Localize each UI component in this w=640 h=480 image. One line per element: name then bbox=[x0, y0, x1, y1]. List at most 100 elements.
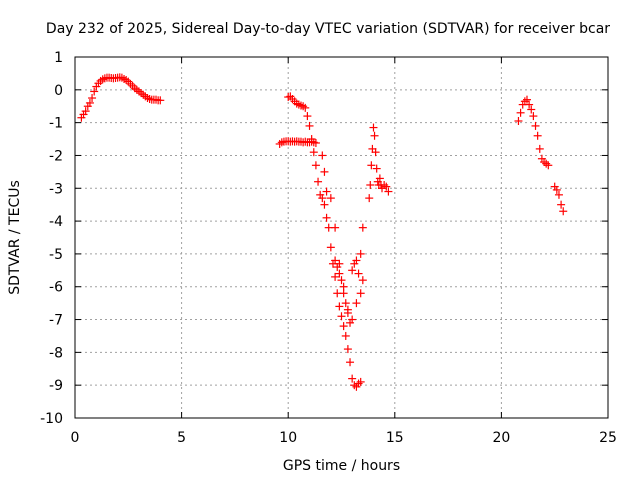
data-point bbox=[542, 159, 551, 168]
data-point bbox=[318, 151, 327, 160]
data-point bbox=[382, 182, 391, 191]
data-point bbox=[352, 299, 361, 308]
data-point bbox=[514, 116, 523, 125]
data-point bbox=[372, 164, 381, 173]
data-point bbox=[516, 108, 525, 117]
data-point bbox=[339, 322, 348, 331]
data-point bbox=[331, 223, 340, 232]
data-point bbox=[557, 200, 566, 209]
x-tick-label: 25 bbox=[599, 430, 617, 446]
data-point bbox=[375, 174, 384, 183]
data-point bbox=[307, 135, 316, 144]
data-point bbox=[339, 289, 348, 298]
data-point bbox=[337, 312, 346, 321]
data-point bbox=[311, 161, 320, 170]
y-tick-label: -6 bbox=[49, 280, 63, 296]
data-point bbox=[88, 94, 97, 103]
x-tick-label: 20 bbox=[492, 430, 510, 446]
data-point bbox=[337, 276, 346, 285]
data-point bbox=[554, 190, 563, 199]
y-axis-label: SDTVAR / TECUs bbox=[7, 180, 23, 295]
data-point bbox=[335, 302, 344, 311]
grid bbox=[75, 57, 608, 418]
data-point bbox=[366, 180, 375, 189]
data-point bbox=[352, 256, 361, 265]
data-point bbox=[365, 194, 374, 203]
data-point bbox=[326, 194, 335, 203]
data-point bbox=[535, 144, 544, 153]
data-point bbox=[367, 161, 376, 170]
data-point bbox=[531, 121, 540, 130]
data-point bbox=[343, 345, 352, 354]
data-point bbox=[305, 121, 314, 130]
chart-title: Day 232 of 2025, Sidereal Day-to-day VTE… bbox=[46, 21, 610, 37]
data-point bbox=[559, 207, 568, 216]
data-point bbox=[346, 358, 355, 367]
y-tick-label: -2 bbox=[49, 148, 63, 164]
data-point bbox=[326, 243, 335, 252]
data-point bbox=[309, 148, 318, 157]
data-point bbox=[156, 96, 165, 105]
data-point bbox=[544, 161, 553, 170]
data-point bbox=[284, 93, 293, 102]
data-point bbox=[81, 107, 90, 116]
x-axis-label: GPS time / hours bbox=[283, 458, 400, 474]
x-tick-label: 5 bbox=[177, 430, 186, 446]
y-tick-label: -7 bbox=[49, 313, 63, 329]
data-point bbox=[333, 263, 342, 272]
data-point bbox=[525, 100, 534, 109]
data-point bbox=[371, 148, 380, 157]
y-tick-label: -5 bbox=[49, 247, 63, 263]
y-tick-label: -3 bbox=[49, 181, 63, 197]
x-tick-labels: 0 5 10 15 20 25 bbox=[71, 430, 617, 446]
data-point bbox=[346, 318, 355, 327]
data-point bbox=[320, 167, 329, 176]
data-point bbox=[348, 266, 357, 275]
data-point bbox=[552, 185, 561, 194]
y-tick-label: -9 bbox=[49, 378, 63, 394]
data-point bbox=[277, 138, 286, 147]
data-point bbox=[98, 75, 107, 84]
data-point bbox=[303, 112, 312, 121]
data-point bbox=[320, 200, 329, 209]
data-point bbox=[384, 187, 393, 196]
x-tick-label: 10 bbox=[279, 430, 297, 446]
data-point bbox=[85, 98, 94, 107]
data-point bbox=[331, 256, 340, 265]
data-point bbox=[343, 308, 352, 317]
data-point bbox=[348, 374, 357, 383]
data-point bbox=[311, 138, 320, 147]
data-point bbox=[322, 187, 331, 196]
x-tick-label: 15 bbox=[386, 430, 404, 446]
data-point bbox=[529, 112, 538, 121]
data-point bbox=[322, 213, 331, 222]
data-point bbox=[341, 331, 350, 340]
data-point bbox=[356, 377, 365, 386]
data-point bbox=[354, 269, 363, 278]
data-point bbox=[335, 269, 344, 278]
data-point bbox=[356, 249, 365, 258]
data-point bbox=[318, 194, 327, 203]
data-point bbox=[314, 177, 323, 186]
data-point bbox=[341, 299, 350, 308]
data-point bbox=[533, 131, 542, 140]
data-point bbox=[331, 272, 340, 281]
data-point bbox=[358, 223, 367, 232]
data-point bbox=[152, 95, 161, 104]
x-tick-label: 0 bbox=[71, 430, 80, 446]
y-tick-label: -8 bbox=[49, 345, 63, 361]
data-point bbox=[369, 123, 378, 132]
y-tick-label: 0 bbox=[54, 83, 63, 99]
data-points bbox=[77, 73, 568, 391]
data-point bbox=[527, 105, 536, 114]
data-point bbox=[358, 276, 367, 285]
y-tick-label: -4 bbox=[49, 214, 63, 230]
data-point bbox=[356, 289, 365, 298]
axis-ticks bbox=[74, 56, 609, 419]
data-point bbox=[522, 95, 531, 104]
plot-frame bbox=[74, 56, 609, 419]
data-point bbox=[301, 103, 310, 112]
data-point bbox=[90, 87, 99, 96]
data-point bbox=[370, 131, 379, 140]
